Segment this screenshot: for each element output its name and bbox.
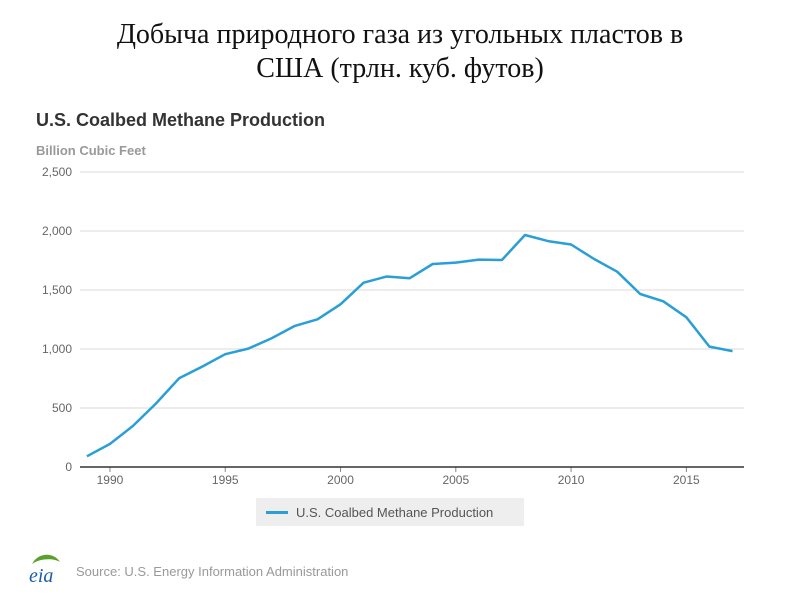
x-tick-label: 2015 [673, 473, 700, 487]
y-axis-ticks: 0 500 1,000 1,500 2,000 2,500 [42, 165, 72, 474]
slide-title-line-2: США (трлн. куб. футов) [256, 53, 544, 84]
grid-lines [80, 171, 744, 409]
x-axis-ticks: 1990 1995 2000 2005 2010 2015 [97, 467, 700, 487]
source-note: Source: U.S. Energy Information Administ… [76, 564, 349, 579]
slide-title: Добыча природного газа из угольных пласт… [0, 18, 800, 86]
series-line-coalbed-methane[interactable] [86, 233, 733, 458]
legend[interactable]: U.S. Coalbed Methane Production [256, 498, 524, 526]
eia-logo-text: eia [29, 565, 53, 587]
legend-swatch [266, 510, 288, 514]
legend-label: U.S. Coalbed Methane Production [296, 504, 494, 520]
x-tick-label: 2000 [327, 473, 354, 487]
y-tick-label: 2,000 [42, 224, 72, 238]
y-axis-unit-label: Billion Cubic Feet [36, 143, 146, 158]
y-tick-label: 2,500 [42, 165, 72, 179]
x-tick-label: 2005 [442, 473, 469, 487]
slide-title-line-1: Добыча природного газа из угольных пласт… [116, 19, 684, 50]
eia-logo-icon: eia [29, 554, 60, 587]
x-tick-label: 1990 [97, 473, 124, 487]
y-tick-label: 500 [52, 401, 72, 415]
x-tick-label: 1995 [212, 473, 239, 487]
y-tick-label: 1,000 [42, 342, 72, 356]
y-tick-label: 1,500 [42, 283, 72, 297]
chart-title: U.S. Coalbed Methane Production [36, 110, 326, 130]
y-tick-label: 0 [65, 460, 72, 474]
x-tick-label: 2010 [558, 473, 585, 487]
